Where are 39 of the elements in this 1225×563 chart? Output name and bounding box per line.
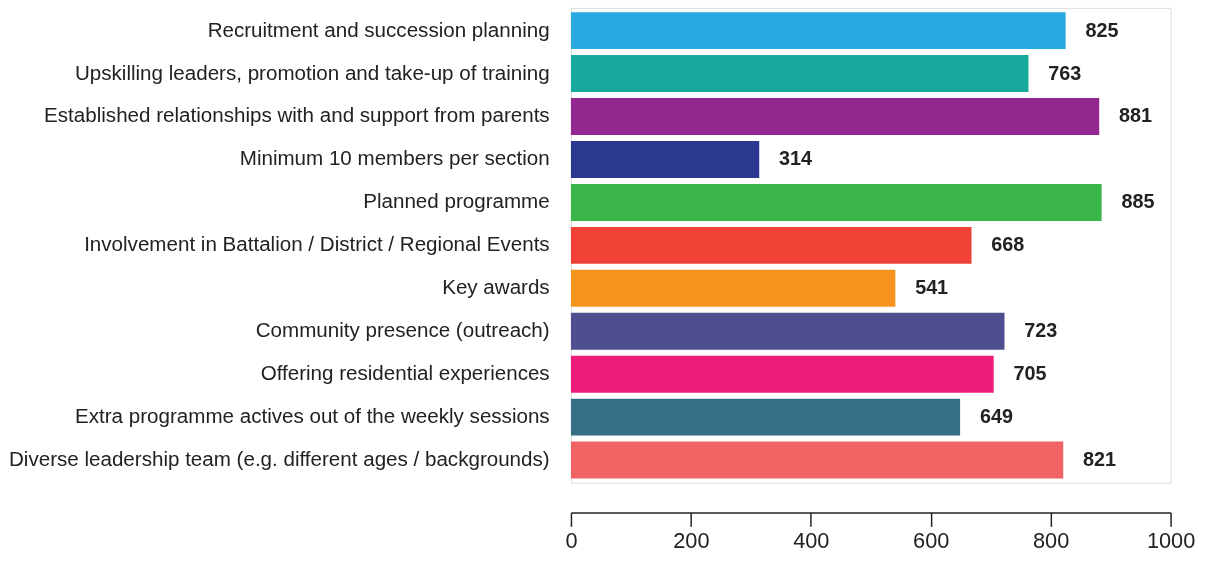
data-label: 881	[1119, 104, 1152, 127]
bar	[570, 269, 896, 307]
data-label: 668	[991, 233, 1025, 256]
data-label: 763	[1048, 61, 1082, 84]
y-tick-label: Involvement in Battalion / District / Regional Events	[84, 232, 550, 256]
data-label: 825	[1085, 18, 1119, 41]
data-label: 723	[1024, 319, 1058, 342]
bar	[570, 141, 760, 178]
y-tick-label: Diverse leadership team (e.g. different ages / backgrounds)	[8, 447, 550, 471]
data-label: 821	[1083, 448, 1117, 471]
y-tick-label: Upskilling leaders, promotion and take-up of training	[74, 60, 550, 84]
y-tick-label: Planned programme	[363, 189, 550, 213]
bar	[570, 355, 994, 393]
y-tick-label: Established relationships with and support from parents	[44, 103, 550, 127]
bar	[570, 398, 961, 436]
x-tick-label: 200	[673, 527, 710, 553]
x-tick-label: 400	[793, 527, 830, 553]
bar	[570, 12, 1066, 50]
data-label: 541	[915, 276, 949, 299]
bar	[570, 226, 972, 264]
y-tick-label: Minimum 10 members per section	[239, 146, 550, 170]
data-label: 885	[1121, 190, 1155, 213]
y-tick-label: Community presence (outreach)	[255, 318, 550, 342]
x-tick-label: 600	[913, 527, 950, 553]
y-tick-label: Extra programme actives out of the weekly sessions	[75, 404, 550, 428]
data-label: 314	[779, 147, 812, 170]
y-tick-label: Key awards	[442, 275, 550, 299]
bar	[570, 55, 1029, 93]
x-tick-label: 800	[1033, 527, 1070, 553]
data-label: 705	[1013, 362, 1047, 385]
y-tick-label: Offering residential experiences	[260, 361, 550, 385]
y-tick-label: Recruitment and succession planning	[207, 17, 550, 41]
x-tick-label: 0	[565, 527, 578, 553]
data-label: 649	[979, 405, 1013, 428]
x-tick-label: 1000	[1146, 527, 1196, 553]
bar	[570, 183, 1102, 221]
bar	[570, 98, 1100, 135]
bar	[570, 441, 1064, 479]
bar	[570, 312, 1005, 350]
